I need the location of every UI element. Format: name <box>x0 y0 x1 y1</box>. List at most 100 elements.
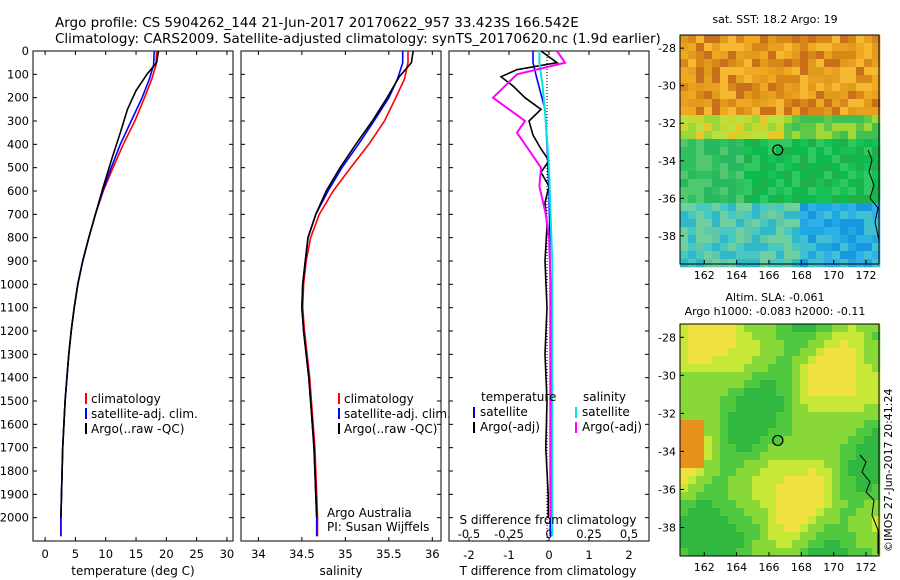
legend-label-climatology: climatology <box>344 392 414 406</box>
temperature-axes-frame <box>32 50 234 542</box>
heatmap-cell <box>704 356 713 365</box>
heatmap-cell <box>776 508 785 517</box>
heatmap-cell <box>824 540 833 549</box>
heatmap-cell <box>720 324 729 333</box>
heatmap-cell <box>752 219 761 228</box>
heatmap-cell <box>856 227 865 236</box>
heatmap-cell <box>712 51 721 60</box>
heatmap-cell <box>816 35 825 44</box>
heatmap-cell <box>848 147 857 156</box>
heatmap-cell <box>680 340 689 349</box>
heatmap-cell <box>824 139 833 148</box>
heatmap-cell <box>800 508 809 517</box>
sst-map-frame <box>679 34 880 265</box>
heatmap-cell <box>728 67 737 76</box>
heatmap-cell <box>848 484 857 493</box>
heatmap-cell <box>704 460 713 469</box>
heatmap-cell <box>848 468 857 477</box>
heatmap-cell <box>864 99 873 108</box>
heatmap-cell <box>840 171 849 180</box>
y-tick-label: 1500 <box>0 394 29 408</box>
heatmap-cell <box>864 540 873 549</box>
heatmap-cell <box>712 155 721 164</box>
heatmap-cell <box>728 324 737 333</box>
heatmap-cell <box>688 364 697 373</box>
heatmap-cell <box>744 43 753 52</box>
heatmap-cell <box>856 348 865 357</box>
heatmap-cell <box>680 187 689 196</box>
heatmap-cell <box>720 532 729 541</box>
heatmap-cell <box>704 219 713 228</box>
heatmap-cell <box>736 340 745 349</box>
heatmap-cell <box>792 123 801 132</box>
heatmap-cell <box>816 324 825 333</box>
heatmap-cell <box>840 115 849 124</box>
heatmap-cell <box>728 348 737 357</box>
heatmap-cell <box>816 51 825 60</box>
heatmap-cell <box>688 219 697 228</box>
heatmap-cell <box>816 67 825 76</box>
heatmap-cell <box>840 396 849 405</box>
heatmap-cell <box>840 332 849 341</box>
heatmap-cell <box>736 99 745 108</box>
heatmap-cell <box>680 508 689 517</box>
heatmap-cell <box>792 139 801 148</box>
heatmap-cell <box>728 420 737 429</box>
heatmap-cell <box>712 163 721 172</box>
heatmap-cell <box>760 412 769 421</box>
heatmap-cell <box>872 123 881 132</box>
heatmap-cell <box>864 356 873 365</box>
heatmap-cell <box>840 187 849 196</box>
map-y-tick-label: -36 <box>658 192 676 205</box>
heatmap-cell <box>712 251 721 260</box>
y-tick-label: 1700 <box>0 441 29 455</box>
heatmap-cell <box>720 348 729 357</box>
heatmap-cell <box>824 235 833 244</box>
heatmap-cell <box>792 420 801 429</box>
heatmap-cell <box>840 436 849 445</box>
heatmap-cell <box>800 548 809 557</box>
heatmap-cell <box>792 524 801 533</box>
heatmap-cell <box>808 219 817 228</box>
heatmap-cell <box>784 211 793 220</box>
heatmap-cell <box>696 35 705 44</box>
heatmap-cell <box>864 59 873 68</box>
heatmap-cell <box>872 163 881 172</box>
heatmap-cell <box>736 324 745 333</box>
heatmap-cell <box>752 91 761 100</box>
heatmap-cell <box>720 139 729 148</box>
heatmap-cell <box>712 83 721 92</box>
heatmap-cell <box>840 452 849 461</box>
heatmap-cell <box>760 243 769 252</box>
heatmap-cell <box>688 444 697 453</box>
heatmap-cell <box>832 436 841 445</box>
heatmap-cell <box>688 332 697 341</box>
heatmap-cell <box>696 155 705 164</box>
heatmap-cell <box>696 99 705 108</box>
heatmap-cell <box>768 372 777 381</box>
heatmap-cell <box>760 452 769 461</box>
heatmap-cell <box>808 195 817 204</box>
heatmap-cell <box>728 187 737 196</box>
heatmap-cell <box>728 444 737 453</box>
heatmap-cell <box>688 67 697 76</box>
heatmap-cell <box>776 420 785 429</box>
heatmap-cell <box>856 203 865 212</box>
heatmap-cell <box>840 219 849 228</box>
heatmap-cell <box>696 139 705 148</box>
heatmap-cell <box>760 380 769 389</box>
heatmap-cell <box>712 171 721 180</box>
heatmap-cell <box>824 364 833 373</box>
map-x-tick-label: 172 <box>856 269 877 282</box>
heatmap-cell <box>808 372 817 381</box>
heatmap-cell <box>792 91 801 100</box>
heatmap-cell <box>872 508 881 517</box>
heatmap-cell <box>864 251 873 260</box>
heatmap-cell <box>800 484 809 493</box>
heatmap-cell <box>872 203 881 212</box>
heatmap-cell <box>680 99 689 108</box>
heatmap-cell <box>752 99 761 108</box>
heatmap-cell <box>848 139 857 148</box>
heatmap-cell <box>704 372 713 381</box>
heatmap-cell <box>832 324 841 333</box>
